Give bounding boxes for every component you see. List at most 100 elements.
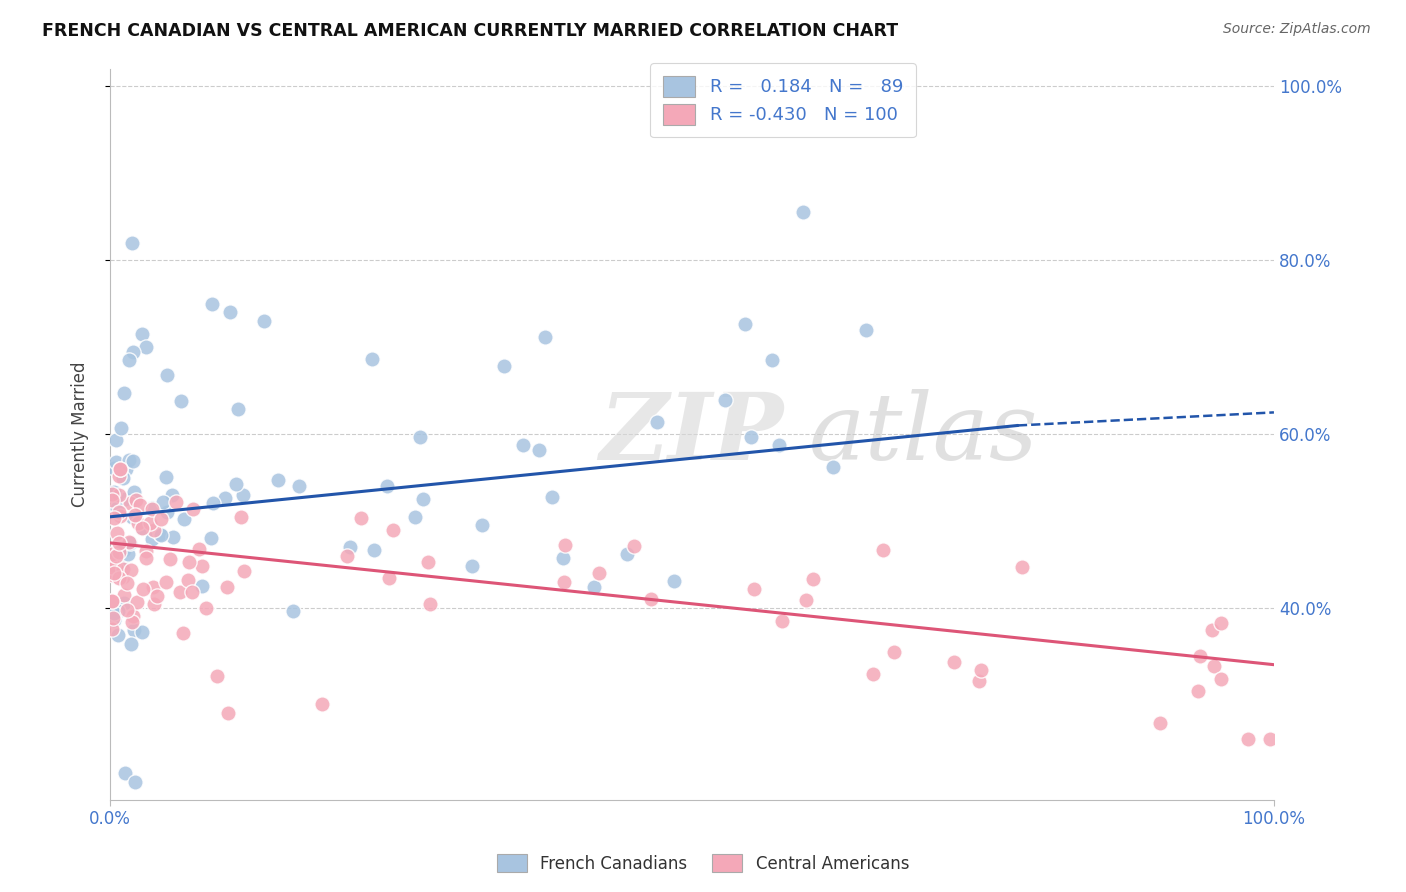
Point xyxy=(101,492,124,507)
Point xyxy=(125,492,148,507)
Point xyxy=(112,385,135,400)
Point xyxy=(792,205,814,219)
Point xyxy=(142,580,165,594)
Point xyxy=(872,542,894,557)
Point xyxy=(139,516,162,530)
Point xyxy=(970,663,993,677)
Point xyxy=(162,530,184,544)
Point xyxy=(215,580,238,594)
Point xyxy=(165,494,187,508)
Text: Source: ZipAtlas.com: Source: ZipAtlas.com xyxy=(1223,22,1371,37)
Point xyxy=(107,604,129,618)
Text: atlas: atlas xyxy=(808,389,1038,479)
Point xyxy=(124,775,146,789)
Point xyxy=(541,490,564,504)
Point xyxy=(112,596,135,610)
Point xyxy=(131,521,153,535)
Point xyxy=(821,460,844,475)
Point xyxy=(768,438,790,452)
Point xyxy=(194,601,217,615)
Point xyxy=(640,591,662,606)
Point xyxy=(156,506,179,520)
Point xyxy=(101,622,124,636)
Point xyxy=(117,453,139,467)
Point xyxy=(114,766,136,780)
Point xyxy=(623,539,645,553)
Point xyxy=(350,511,373,525)
Point xyxy=(122,623,145,637)
Point xyxy=(770,615,793,629)
Point xyxy=(105,455,128,469)
Point xyxy=(416,555,439,569)
Point xyxy=(734,317,756,331)
Point xyxy=(714,393,737,408)
Point xyxy=(110,509,132,524)
Point xyxy=(191,558,214,573)
Point xyxy=(112,588,135,602)
Point xyxy=(111,558,134,573)
Point xyxy=(105,525,128,540)
Point xyxy=(104,489,127,503)
Point xyxy=(551,551,574,566)
Point xyxy=(101,594,124,608)
Point xyxy=(152,495,174,509)
Point xyxy=(267,473,290,487)
Y-axis label: Currently Married: Currently Married xyxy=(72,361,89,507)
Point xyxy=(101,593,124,607)
Point xyxy=(132,582,155,597)
Point xyxy=(200,531,222,545)
Point xyxy=(1011,560,1033,574)
Point xyxy=(118,353,141,368)
Point xyxy=(107,505,129,519)
Point xyxy=(404,510,426,524)
Point xyxy=(150,512,173,526)
Point xyxy=(233,564,256,578)
Point xyxy=(103,610,125,624)
Point xyxy=(281,604,304,618)
Point xyxy=(553,575,575,590)
Point xyxy=(942,656,965,670)
Point xyxy=(101,560,124,574)
Point xyxy=(1188,649,1211,664)
Point xyxy=(142,523,165,537)
Point xyxy=(121,509,143,524)
Point xyxy=(187,542,209,557)
Point xyxy=(108,488,131,502)
Point xyxy=(1260,731,1282,746)
Point xyxy=(375,479,398,493)
Point xyxy=(173,512,195,526)
Point xyxy=(101,547,124,561)
Text: ZIP: ZIP xyxy=(599,389,783,479)
Point xyxy=(131,521,153,535)
Point xyxy=(381,523,404,537)
Point xyxy=(155,470,177,484)
Point xyxy=(124,508,146,522)
Point xyxy=(108,545,131,559)
Point xyxy=(122,485,145,500)
Point xyxy=(378,571,401,585)
Point xyxy=(112,543,135,558)
Point xyxy=(162,488,184,502)
Point xyxy=(131,327,153,342)
Point xyxy=(855,323,877,337)
Point xyxy=(228,401,250,416)
Point xyxy=(108,469,131,483)
Point xyxy=(155,575,177,590)
Point xyxy=(143,597,166,611)
Legend: French Canadians, Central Americans: French Canadians, Central Americans xyxy=(491,847,915,880)
Point xyxy=(207,669,229,683)
Point xyxy=(112,471,135,485)
Point xyxy=(159,552,181,566)
Point xyxy=(105,500,128,515)
Point xyxy=(103,567,125,582)
Point xyxy=(217,706,239,720)
Point xyxy=(200,296,222,310)
Point xyxy=(588,566,610,580)
Point xyxy=(616,547,638,561)
Point xyxy=(115,576,138,591)
Point xyxy=(761,353,783,368)
Point xyxy=(118,496,141,510)
Point xyxy=(862,667,884,681)
Point xyxy=(115,461,138,475)
Point xyxy=(288,479,311,493)
